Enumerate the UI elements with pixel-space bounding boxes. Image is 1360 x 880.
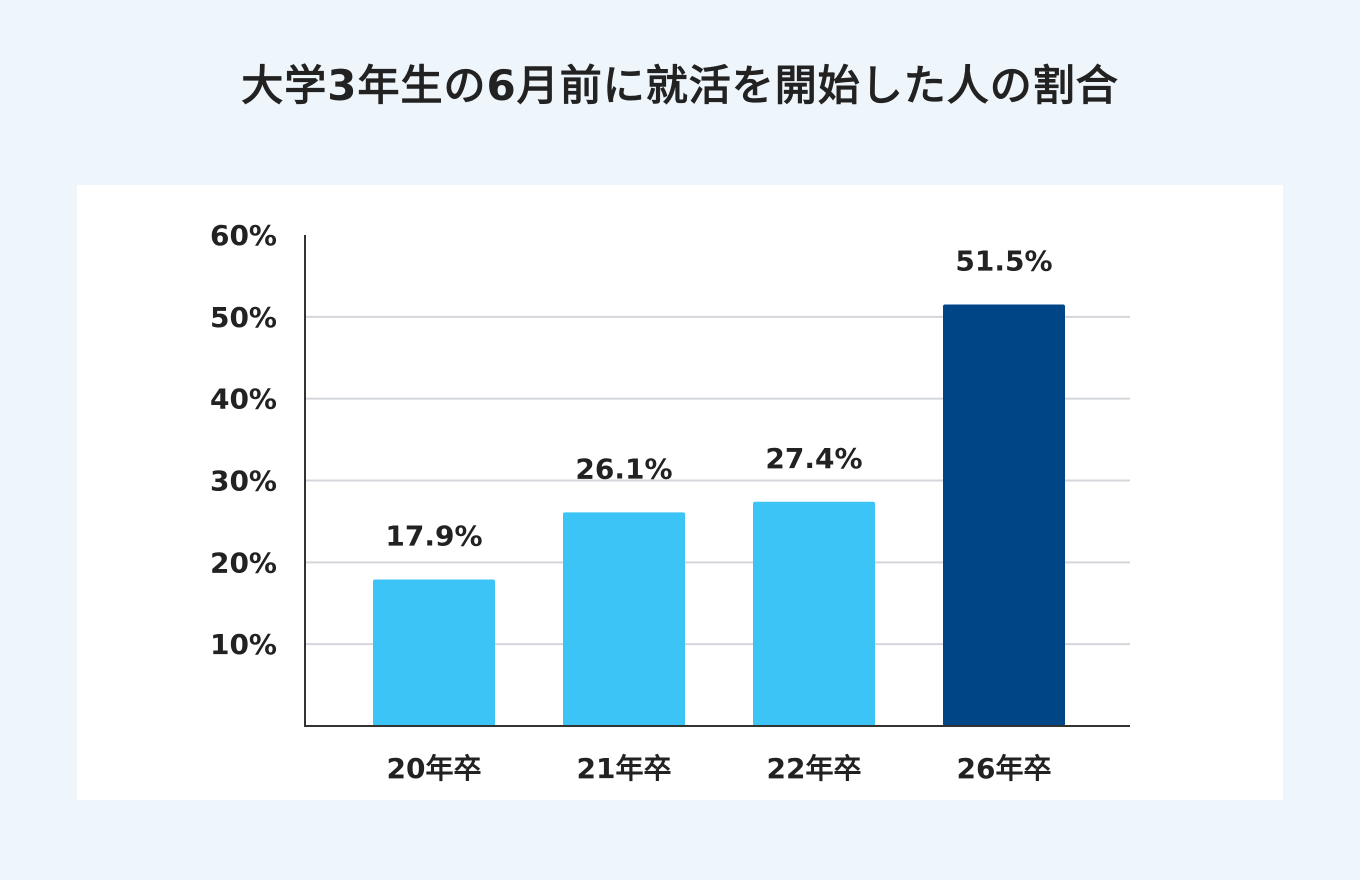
x-tick-label: 22年卒 <box>767 752 862 785</box>
y-tick-label: 20% <box>210 546 277 579</box>
bar-20年卒 <box>373 579 495 726</box>
y-tick-label: 30% <box>210 465 277 498</box>
value-label: 26.1% <box>575 452 672 485</box>
chart-title: 大学3年生の6月前に就活を開始した人の割合 <box>241 61 1119 110</box>
x-tick-label: 21年卒 <box>577 752 672 785</box>
y-tick-label: 10% <box>210 628 277 661</box>
y-tick-label: 40% <box>210 383 277 416</box>
value-label: 27.4% <box>765 442 862 475</box>
value-label: 51.5% <box>955 245 1052 278</box>
x-tick-label: 26年卒 <box>957 752 1052 785</box>
bar-26年卒 <box>943 304 1065 726</box>
y-tick-label: 50% <box>210 301 277 334</box>
x-tick-label: 20年卒 <box>387 752 482 785</box>
value-label: 17.9% <box>385 520 482 553</box>
bar-22年卒 <box>753 501 875 726</box>
bar-21年卒 <box>563 512 685 726</box>
y-tick-label: 60% <box>210 219 277 252</box>
chart-panel: 10% 20% 30% 40% 50% 60% 17.9% 20年卒 26.1% 21年卒 27.4… <box>77 185 1283 800</box>
bar-chart: 10% 20% 30% 40% 50% 60% 17.9% 20年卒 26.1% 21年卒 27.4… <box>210 219 1130 785</box>
